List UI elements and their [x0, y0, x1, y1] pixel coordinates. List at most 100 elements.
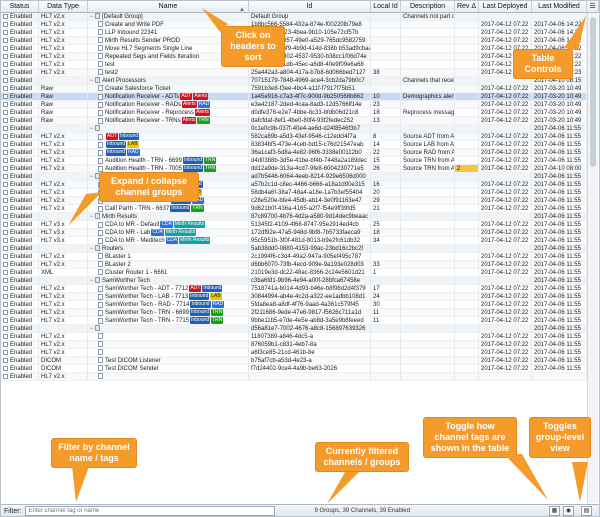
- status-checkbox[interactable]: [3, 165, 8, 171]
- status-checkbox[interactable]: [3, 181, 8, 187]
- channel-row[interactable]: Enabled HL7 v2.x SamWorther Tech - RAD - 7…: [1, 301, 587, 309]
- channel-row[interactable]: Enabled HL7 v2.x Inbound RAD 36a1caf3-5d8a-4…: [1, 149, 587, 157]
- status-checkbox[interactable]: [3, 173, 8, 179]
- status-checkbox[interactable]: [3, 357, 8, 363]
- status-checkbox[interactable]: [3, 13, 8, 19]
- channel-row[interactable]: Enabled DICOM Test DICOM Listener b75af7cb-…: [1, 357, 587, 365]
- channel-row[interactable]: Enabled HL7 v2.x Repeated Segs and Fields …: [1, 53, 587, 61]
- status-checkbox[interactable]: [3, 245, 8, 251]
- column-header-data-type[interactable]: Data Type: [39, 1, 88, 13]
- group-row[interactable]: Enabled − SamWorther Tech c3ba6fd1-9b96-4e9…: [1, 277, 587, 285]
- group-row[interactable]: Enabled−Calif Parthad7b5446-6064-4eeb-82…: [1, 173, 587, 181]
- vertical-scrollbar[interactable]: [587, 13, 598, 503]
- group-row[interactable]: Enabled − d56a81e7-7002-4676-a8c8-15689763…: [1, 325, 587, 333]
- status-checkbox[interactable]: [3, 221, 8, 227]
- channel-row[interactable]: Enabled Raw Notification Receiver - RADs Al…: [1, 101, 587, 109]
- scroll-thumb[interactable]: [590, 17, 596, 167]
- status-checkbox[interactable]: [3, 253, 8, 259]
- channel-row[interactable]: Enabled HL7 v2.x Create and Write PDF 1b8bc…: [1, 21, 587, 29]
- collapse-icon[interactable]: −: [90, 278, 94, 284]
- channel-row[interactable]: Enabled HL7 v2.x Move HL7 Segments Single …: [1, 45, 587, 53]
- status-checkbox[interactable]: [3, 197, 8, 203]
- channel-row[interactable]: Enabled HL7 v2.x: [1, 373, 587, 381]
- status-checkbox[interactable]: [3, 349, 8, 355]
- status-checkbox[interactable]: [3, 29, 8, 35]
- channel-row[interactable]: Enabled HL7 v2.x Audition Health - TRN - 6…: [1, 157, 587, 165]
- status-checkbox[interactable]: [3, 157, 8, 163]
- status-checkbox[interactable]: [3, 133, 8, 139]
- status-checkbox[interactable]: [3, 213, 8, 219]
- channel-row[interactable]: Enabled HL7 v2.x LLP Inbound 22341 a4c8e3e0…: [1, 29, 587, 37]
- status-checkbox[interactable]: [3, 101, 8, 107]
- column-header-last-deployed[interactable]: Last Deployed: [479, 1, 532, 13]
- status-checkbox[interactable]: [3, 373, 8, 379]
- channel-row[interactable]: Enabled HL7 v2.x Mirth Results Sender PROD…: [1, 37, 587, 45]
- channel-row[interactable]: Enabled HL7 v2.x SamWorther Tech - ADT - 7…: [1, 285, 587, 293]
- status-checkbox[interactable]: [3, 229, 8, 235]
- status-checkbox[interactable]: [3, 45, 8, 51]
- channel-row[interactable]: Enabled Raw Notification Receiver - Reproc…: [1, 109, 587, 117]
- channel-row[interactable]: Enabled HL7 v2.x BLaster 2 d6bb6070-73fb-4e…: [1, 261, 587, 269]
- channel-row[interactable]: Enabled HL7 v2.x SamWorther Tech - TRN - 7…: [1, 317, 587, 325]
- status-checkbox[interactable]: [3, 189, 8, 195]
- status-checkbox[interactable]: [3, 277, 8, 283]
- channel-row[interactable]: Enabled HL7 v3.x CDA to MR - Default CDA Mir…: [1, 221, 587, 229]
- status-checkbox[interactable]: [3, 125, 8, 131]
- status-checkbox[interactable]: [3, 69, 8, 75]
- status-checkbox[interactable]: [3, 325, 8, 331]
- group-row[interactable]: Enabled − Alert Processors 70715179-7848-49…: [1, 77, 587, 85]
- channel-row[interactable]: Enabled HL7 v2.x Audition Health - TRN - 7…: [1, 165, 587, 173]
- collapse-icon[interactable]: −: [90, 246, 94, 252]
- tag-filter-icon[interactable]: ◉: [563, 506, 574, 516]
- collapse-icon[interactable]: −: [90, 174, 94, 180]
- status-checkbox[interactable]: [3, 365, 8, 371]
- filter-input[interactable]: [24, 506, 275, 516]
- channel-row[interactable]: Enabled HL7 v2.x SamWorther Tech - LAB - 7…: [1, 293, 587, 301]
- group-row[interactable]: Enabled − 0c1e0c9b-037f-40e4-ae6d-d24f8546…: [1, 125, 587, 133]
- collapse-icon[interactable]: −: [90, 126, 94, 132]
- group-row[interactable]: Enabled HL7 v2.x − [Default Group] Default G…: [1, 13, 587, 21]
- status-checkbox[interactable]: [3, 109, 8, 115]
- group-view-toggle-icon[interactable]: ▤: [581, 506, 592, 516]
- channel-row[interactable]: Enabled HL7 v3.x CDA to MR - Meditech CDA Mi…: [1, 237, 587, 245]
- status-checkbox[interactable]: [3, 293, 8, 299]
- channel-row[interactable]: Enabled XML Cluster Router 1 - 6661 21019e3…: [1, 269, 587, 277]
- column-header-id[interactable]: Id: [249, 1, 371, 13]
- channel-row[interactable]: Enabled HL7 v2.x 11807389-a846-4dc5-a 2017-…: [1, 333, 587, 341]
- status-checkbox[interactable]: [3, 93, 8, 99]
- status-checkbox[interactable]: [3, 269, 8, 275]
- status-checkbox[interactable]: [3, 21, 8, 27]
- channel-row[interactable]: Enabled HL7 v2.x Calif Parth - TRN - 6637 I…: [1, 205, 587, 213]
- status-checkbox[interactable]: [3, 317, 8, 323]
- channel-row[interactable]: Enabled HL7 v2.x test2 25a442a3-a804-417a-b…: [1, 69, 587, 77]
- channel-row[interactable]: Enabled Raw Create Salesforce Ticket 7591b3…: [1, 85, 587, 93]
- channel-row[interactable]: Enabled DICOM Test DICOM Sender f7d24402-9c…: [1, 365, 587, 373]
- status-checkbox[interactable]: [3, 85, 8, 91]
- status-checkbox[interactable]: [3, 53, 8, 59]
- collapse-icon[interactable]: −: [90, 14, 94, 20]
- channel-row[interactable]: Enabled HL7 v2.x test 14d0eb63-01db-45ec-a6…: [1, 61, 587, 69]
- channel-row[interactable]: Enabled HL7 v2.x BLaster 1 2c1994f6-c3d4-49…: [1, 253, 587, 261]
- group-row[interactable]: Enabled − Routers 5ab38dd0-0880-4153-99ac-2…: [1, 245, 587, 253]
- tag-view-toggle-icon[interactable]: ▦: [549, 506, 560, 516]
- status-checkbox[interactable]: [3, 301, 8, 307]
- channel-row[interactable]: Enabled HL7 v2.x Inbound LAB 83834bf5-473e-4…: [1, 141, 587, 149]
- collapse-icon[interactable]: −: [90, 326, 94, 332]
- column-header-name[interactable]: Name ▲: [88, 1, 249, 13]
- channel-row[interactable]: Enabled HL7 v2.x SamWorther Tech - TRN - 6…: [1, 309, 587, 317]
- channel-row[interactable]: Enabled HL7 v3.x CDA to MR - Lab CDA Mirth R…: [1, 229, 587, 237]
- status-checkbox[interactable]: [3, 61, 8, 67]
- status-checkbox[interactable]: [3, 341, 8, 347]
- status-checkbox[interactable]: [3, 205, 8, 211]
- status-checkbox[interactable]: [3, 117, 8, 123]
- column-header-last-modified[interactable]: Last Modified: [532, 1, 587, 13]
- group-row[interactable]: Enabled − Mirth Results 87c89700-4b76-4d2a-…: [1, 213, 587, 221]
- channel-row[interactable]: Enabled Raw Notification Receiver - TRNs Al…: [1, 117, 587, 125]
- collapse-icon[interactable]: −: [90, 214, 94, 220]
- status-checkbox[interactable]: [3, 141, 8, 147]
- channel-row[interactable]: Enabled HL7 v2.x a6f3ce85-21cd-461b-8e 2017…: [1, 349, 587, 357]
- status-checkbox[interactable]: [3, 285, 8, 291]
- channel-row[interactable]: Enabled HL7 v2.x ADT Inbound 582ca89b-a5d3-4…: [1, 133, 587, 141]
- channel-row[interactable]: Enabled HL7 v2.x 876059b1-c831-4eb7-8a 2017…: [1, 341, 587, 349]
